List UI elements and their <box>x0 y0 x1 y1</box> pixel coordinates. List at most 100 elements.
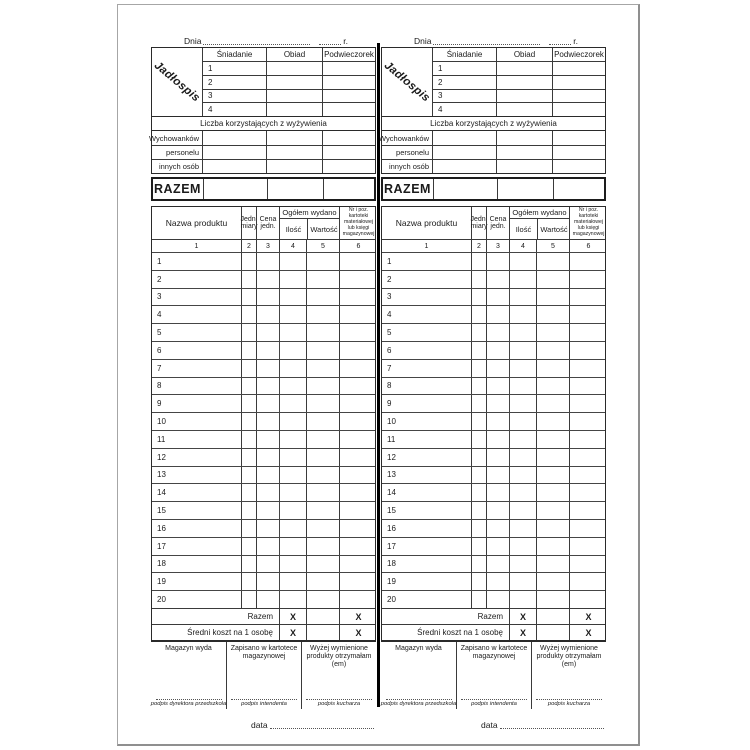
menu-row: 4 <box>433 102 605 116</box>
product-row-number: 19 <box>157 577 166 587</box>
product-unit-cell <box>471 288 486 306</box>
total-qty-crossed-cell: X <box>509 609 536 624</box>
product-card-cell <box>569 430 607 448</box>
product-row-number: 3 <box>157 292 162 302</box>
product-row-number: 19 <box>387 577 396 587</box>
menu-breakfast-cell: 2 <box>203 76 266 89</box>
menu-row-number: 3 <box>438 91 443 101</box>
attendance-total-cell <box>434 179 497 199</box>
menu-table: Jadłospis Śniadanie Obiad Podwieczorek 1 <box>151 47 376 117</box>
product-unit-cell <box>471 270 486 288</box>
product-price-cell <box>486 359 509 377</box>
products-total-row: Razem X X <box>382 608 605 624</box>
menu-row-number: 3 <box>208 91 213 101</box>
signature-dotted-line <box>306 699 372 700</box>
product-price-cell <box>486 413 509 430</box>
attendance-row-label: innych osób <box>382 160 433 173</box>
menu-lunch-cell <box>496 62 552 75</box>
product-name-cell: 5 <box>152 324 241 341</box>
product-card-cell <box>339 555 377 573</box>
product-unit-cell <box>471 253 486 270</box>
product-card-cell <box>339 537 377 555</box>
column-numbers-row: 1 2 3 4 5 6 <box>382 239 605 252</box>
product-name-cell: 16 <box>382 520 471 537</box>
total-card-crossed-cell: X <box>569 609 607 624</box>
column-number: 6 <box>339 240 377 252</box>
attendance-row-label: innych osób <box>152 160 203 173</box>
product-card-cell <box>569 466 607 484</box>
product-price-cell <box>486 448 509 466</box>
total-card-crossed-cell: X <box>339 609 377 624</box>
product-qty-cell <box>509 430 536 448</box>
products-header-row: Nazwa produktu Jedn. miary Cena jedn. Og… <box>152 207 375 239</box>
product-value-cell <box>306 484 339 502</box>
product-unit-cell <box>241 484 256 502</box>
product-price-cell <box>486 537 509 555</box>
product-value-cell <box>536 324 569 341</box>
attendance-row: personelu <box>152 145 375 159</box>
product-name-cell: 5 <box>382 324 471 341</box>
menu-row-number: 4 <box>208 105 213 115</box>
product-value-cell <box>536 591 569 608</box>
menu-rows: 1 2 <box>433 62 605 116</box>
product-row: 10 <box>382 412 605 430</box>
product-row-number: 5 <box>387 328 392 338</box>
products-average-label: Średni koszt na 1 osobę <box>417 628 503 637</box>
product-price-cell <box>256 555 279 573</box>
product-qty-cell <box>279 484 306 502</box>
product-value-cell <box>536 502 569 519</box>
product-price-cell <box>486 324 509 341</box>
product-name-cell: 18 <box>152 556 241 573</box>
products-total-label: Razem <box>477 612 503 621</box>
product-row-number: 18 <box>157 559 166 569</box>
product-row-number: 13 <box>157 470 166 480</box>
product-name-cell: 16 <box>152 520 241 537</box>
product-name-cell: 20 <box>382 591 471 608</box>
product-name-cell: 4 <box>152 306 241 323</box>
product-row: 18 <box>152 554 377 573</box>
menu-grid: Śniadanie Obiad Podwieczorek 1 <box>203 48 375 116</box>
column-header-snack: Podwieczorek <box>322 48 375 61</box>
product-card-cell <box>569 555 607 573</box>
product-unit-cell <box>241 555 256 573</box>
product-value-cell <box>306 466 339 484</box>
product-row: 8 <box>382 376 605 395</box>
product-card-cell <box>569 448 607 466</box>
stock-card-header-line: magazynowej <box>342 230 375 237</box>
menu-row: 4 <box>203 102 375 116</box>
menu-snack-cell <box>552 89 605 103</box>
product-name-cell: 14 <box>152 484 241 501</box>
column-number: 1 <box>194 242 199 250</box>
products-average-row: Średni koszt na 1 osobę X X <box>152 624 375 640</box>
product-name-cell: 12 <box>152 449 241 466</box>
average-card-crossed-cell: X <box>339 625 377 640</box>
product-row: 9 <box>382 394 605 413</box>
signature-cell-title: Wyżej wymienione produkty otrzymałam (em… <box>536 645 602 668</box>
product-value-cell <box>306 555 339 573</box>
product-row-number: 4 <box>157 310 162 320</box>
product-row-number: 3 <box>387 292 392 302</box>
product-name-cell: 7 <box>382 360 471 377</box>
product-qty-cell <box>279 413 306 430</box>
column-header-product-name: Nazwa produktu <box>165 218 228 228</box>
product-row: 11 <box>382 429 607 448</box>
signature-cell-title: Magazyn wyda <box>395 645 442 652</box>
form-copy-right: Dnia r. Jadłospis Śniadanie Obiad Podwie… <box>379 31 607 730</box>
product-row-number: 16 <box>157 523 166 533</box>
product-card-cell <box>339 466 377 484</box>
product-card-cell <box>569 591 607 608</box>
column-header-unit-price: Cena jedn. <box>256 207 279 239</box>
product-price-cell <box>256 324 279 341</box>
signature-dotted-line <box>536 699 602 700</box>
product-unit-cell <box>471 555 486 573</box>
stock-card-header-line: materiałowej <box>573 219 604 226</box>
product-row: 19 <box>152 572 375 591</box>
attendance-count-cell <box>433 131 496 145</box>
product-card-cell <box>569 484 607 502</box>
total-value-cell <box>306 609 339 624</box>
product-row-number: 10 <box>387 417 396 427</box>
product-qty-cell <box>279 555 306 573</box>
date-fill-line <box>203 41 311 45</box>
attendance-title: Liczba korzystających z wyżywienia <box>381 117 606 131</box>
signature-cell-title: Magazyn wyda <box>165 645 212 652</box>
